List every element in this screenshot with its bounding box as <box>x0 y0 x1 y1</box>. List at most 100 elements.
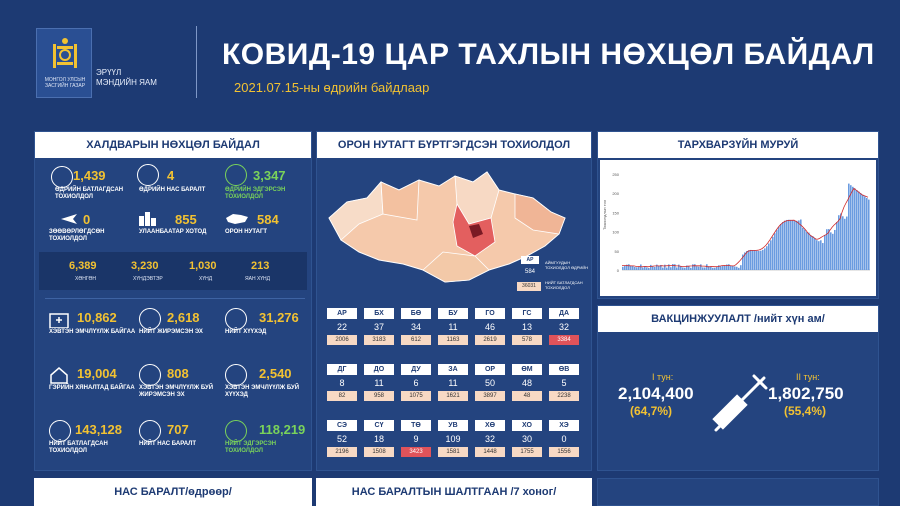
child-icon <box>225 308 247 330</box>
curve-bar <box>852 187 854 270</box>
hospitalized-pregnant: 808 ХЭВТЭН ЭМЧЛҮҮЛЖ БУЙ ЖИРЭМСЭН ЭХ <box>139 366 219 399</box>
curve-bar <box>716 267 718 270</box>
curve-bar <box>738 268 740 270</box>
curve-bar <box>622 267 624 270</box>
curve-bar <box>694 264 696 270</box>
y-tick-label: 150 <box>612 210 619 215</box>
curve-bar <box>820 240 822 270</box>
dose2-pct: (55,4%) <box>784 404 826 418</box>
province-total: 2006 <box>327 335 357 345</box>
y-tick-label: 100 <box>612 230 619 235</box>
dose2-label: II тун: <box>796 372 820 382</box>
province-total: 48 <box>512 391 542 401</box>
curve-bar <box>642 268 644 270</box>
curve-bar <box>624 266 626 270</box>
province-total: 2238 <box>549 391 579 401</box>
curve-bar <box>634 267 636 270</box>
curve-heading: ТАРХВАРЗҮЙН МУРУЙ <box>598 132 878 158</box>
curve-bar <box>766 246 768 270</box>
curve-bar <box>670 267 672 270</box>
curve-bar <box>788 220 790 270</box>
curve-bar <box>846 217 848 270</box>
severity-moderate-value: 3,230 <box>131 260 159 272</box>
curve-bar <box>804 230 806 270</box>
province-daily: 11 <box>364 378 394 388</box>
home-monitoring: 19,004 ГЭРИЙН ХЯНАЛТАД БАЙГАА <box>49 366 139 392</box>
curve-bar <box>780 224 782 270</box>
province-total: 82 <box>327 391 357 401</box>
curve-bar <box>796 221 798 270</box>
curve-bar <box>684 268 686 270</box>
province-daily: 37 <box>364 322 394 332</box>
curve-bar <box>630 266 632 270</box>
curve-bar <box>840 213 842 270</box>
curve-bar <box>754 250 756 270</box>
ulaanbaatar-cases: 855 УЛААНБААТАР ХОТОД <box>139 212 219 236</box>
curve-bar <box>678 265 680 270</box>
curve-bar <box>698 267 700 270</box>
pregnant-bed-icon <box>139 364 161 386</box>
province-daily: 52 <box>327 434 357 444</box>
legend-code: АР <box>521 256 539 264</box>
imported-cases: 0 ЗӨӨВӨРЛӨГДСӨН ТОХИОЛДОЛ <box>49 212 129 243</box>
province-total: 1448 <box>475 447 505 457</box>
curve-bar <box>662 268 664 270</box>
hospitalized: 10,862 ХЭВТЭН ЭМЧЛҮҮЛЖ БАЙГАА <box>49 310 139 336</box>
curve-bar <box>778 227 780 270</box>
curve-bar <box>734 266 736 270</box>
curve-bar <box>640 264 642 270</box>
curve-bar <box>850 185 852 270</box>
province-code: ЗА <box>438 364 468 375</box>
curve-bar <box>854 188 856 270</box>
curve-bar <box>828 229 830 270</box>
curve-bar <box>750 250 752 270</box>
province-daily: 5 <box>549 378 579 388</box>
header-divider <box>196 26 197 98</box>
dose1-pct: (64,7%) <box>630 404 672 418</box>
curve-bar <box>802 228 804 270</box>
province-total: 578 <box>512 335 542 345</box>
curve-bar <box>830 232 832 270</box>
curve-bar <box>774 233 776 270</box>
province-total: 3384 <box>549 335 579 345</box>
province-code: ХО <box>512 420 542 431</box>
province-code: ӨМ <box>512 364 542 375</box>
infection-panel: ХАЛДВАРЫН НӨХЦӨЛ БАЙДАЛ 1,439 ӨДРИЙН БАТ… <box>34 131 312 471</box>
province-total: 1581 <box>438 447 468 457</box>
vaccination-heading: ВАКЦИНЖУУЛАЛТ /нийт хүн ам/ <box>598 306 878 332</box>
curve-bar <box>806 232 808 270</box>
severity-critical-label: ЯАН ХҮНД <box>245 276 270 282</box>
curve-bar <box>646 267 648 270</box>
curve-bar <box>656 265 658 270</box>
y-tick-label: 200 <box>612 191 619 196</box>
home-icon <box>49 366 69 384</box>
province-code: ХӨ <box>475 420 505 431</box>
curve-bar <box>700 264 702 270</box>
curve-bar <box>714 268 716 270</box>
province-daily: 11 <box>438 322 468 332</box>
curve-bar <box>864 196 866 270</box>
severity-mild-label: ХӨНГӨН <box>75 276 96 282</box>
province-daily: 109 <box>438 434 468 444</box>
curve-bar <box>822 243 824 270</box>
recovered-total-icon <box>225 420 247 442</box>
mongolia-map <box>319 160 589 300</box>
province-daily: 18 <box>364 434 394 444</box>
curve-bar <box>764 248 766 270</box>
province-code: ТӨ <box>401 420 431 431</box>
province-total: 1755 <box>512 447 542 457</box>
infection-heading: ХАЛДВАРЫН НӨХЦӨЛ БАЙДАЛ <box>35 132 311 158</box>
soyombo-icon <box>51 35 79 75</box>
province-code: ГО <box>475 308 505 319</box>
curve-bar <box>866 198 868 270</box>
province-code: ДГ <box>327 364 357 375</box>
curve-bar <box>786 220 788 270</box>
curve-bar <box>824 235 826 270</box>
curve-bar <box>740 265 742 270</box>
province-code: ДА <box>549 308 579 319</box>
province-daily: 0 <box>549 434 579 444</box>
province-total: 1508 <box>364 447 394 457</box>
curve-bar <box>770 240 772 270</box>
province-code: УВ <box>438 420 468 431</box>
province-daily: 30 <box>512 434 542 444</box>
